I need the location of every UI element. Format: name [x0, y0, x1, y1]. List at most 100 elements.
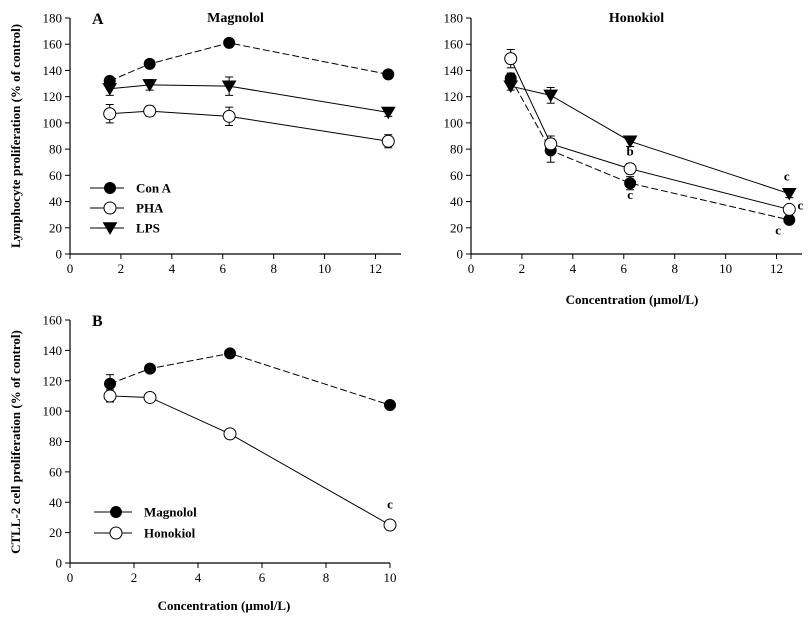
- data-point: [783, 213, 796, 226]
- y-tick-label: 0: [56, 556, 63, 571]
- x-tick-label: 2: [519, 261, 526, 276]
- chart-panel-2: 0 20 40 60 80 100 120 140 160 180 0 2 4 6 8 10 12 Honokio…: [444, 11, 804, 308]
- series-line: [109, 42, 389, 82]
- data-point: [143, 57, 156, 70]
- data-point: [781, 187, 797, 201]
- data-point: [383, 518, 397, 532]
- y-tick-label: 40: [450, 194, 463, 209]
- x-tick-label: 8: [671, 261, 678, 276]
- chart-panel-3: 0 20 40 60 80 100 120 140 160 0 2 4 6 8 10 B CTLL-2 cell…: [8, 313, 397, 613]
- x-tick-label: 8: [323, 570, 330, 585]
- data-point: [143, 390, 157, 404]
- data-point: [623, 162, 637, 176]
- y-tick-label: 60: [450, 168, 463, 183]
- legend-label: PHA: [136, 201, 164, 216]
- y-tick-label: 100: [43, 115, 63, 130]
- data-point: [103, 389, 117, 403]
- x-tick-label: 0: [67, 570, 74, 585]
- data-point: [504, 52, 518, 66]
- legend-marker: [109, 526, 123, 540]
- y-tick-label: 80: [49, 434, 62, 449]
- series-line: [109, 110, 389, 142]
- y-tick-label: 120: [444, 89, 464, 104]
- point-annotation: c: [387, 496, 393, 511]
- chart-title: Magnolol: [207, 11, 264, 26]
- data-point: [503, 80, 519, 94]
- x-tick-label: 0: [468, 261, 475, 276]
- data-point: [143, 104, 157, 118]
- x-tick-label: 12: [369, 261, 382, 276]
- y-tick-label: 60: [49, 464, 62, 479]
- data-point: [381, 134, 395, 148]
- point-annotation: c: [627, 187, 633, 202]
- y-axis-label: Lymphocyte proliferation (% of control): [8, 24, 23, 248]
- y-tick-label: 140: [43, 343, 63, 358]
- legend-label: Magnolol: [144, 505, 197, 520]
- x-tick-label: 4: [195, 570, 202, 585]
- x-tick-label: 8: [270, 261, 277, 276]
- data-point: [622, 135, 638, 149]
- series-honokiol: [103, 389, 397, 532]
- series-line: [510, 78, 790, 221]
- data-point: [382, 68, 395, 81]
- x-axis-label: Concentration (µmol/L): [158, 598, 291, 613]
- y-tick-label: 180: [43, 11, 63, 26]
- y-tick-label: 140: [43, 63, 63, 78]
- data-point: [624, 177, 637, 190]
- y-tick-label: 20: [49, 220, 62, 235]
- series-pha: [504, 48, 796, 216]
- panel-letter: B: [92, 313, 103, 330]
- legend: Con A PHA LPS: [90, 181, 172, 236]
- legend-label: Honokiol: [144, 526, 196, 541]
- y-tick-label: 120: [43, 89, 63, 104]
- y-tick-label: 80: [49, 142, 62, 157]
- x-tick-label: 2: [118, 261, 125, 276]
- data-point: [142, 79, 158, 92]
- x-tick-label: 2: [131, 570, 138, 585]
- data-point: [380, 106, 396, 120]
- y-tick-label: 0: [56, 247, 63, 262]
- data-point: [223, 427, 237, 441]
- chart-panel-1: 0 20 40 60 80 100 120 140 160 180 0 2 4 6 8 10 12 Magnolo…: [8, 11, 401, 276]
- y-tick-label: 20: [450, 220, 463, 235]
- x-tick-label: 4: [169, 261, 176, 276]
- y-tick-label: 180: [444, 11, 464, 26]
- y-axis-label: CTLL-2 cell proliferation (% of control): [8, 330, 23, 554]
- series-con-a: [103, 36, 395, 87]
- point-annotation: c: [797, 197, 803, 212]
- data-point: [222, 109, 236, 123]
- legend-marker: [103, 201, 117, 215]
- data-point: [224, 347, 236, 360]
- data-point: [782, 202, 796, 216]
- series-pha: [103, 104, 395, 149]
- chart-title: Honokiol: [609, 11, 664, 26]
- series-line: [510, 58, 790, 210]
- x-axis-label: Concentration (µmol/L): [566, 292, 699, 307]
- panel-letter: A: [92, 11, 104, 28]
- y-tick-label: 160: [43, 313, 63, 328]
- legend: Magnolol Honokiol: [94, 505, 197, 541]
- data-point: [384, 399, 396, 412]
- legend-label: Con A: [136, 181, 172, 196]
- series-lps: [503, 80, 797, 201]
- x-tick-label: 12: [770, 261, 783, 276]
- y-tick-label: 20: [49, 525, 62, 540]
- y-tick-label: 60: [49, 168, 62, 183]
- y-tick-label: 140: [444, 63, 464, 78]
- data-point: [104, 377, 116, 390]
- y-tick-label: 80: [450, 142, 463, 157]
- series-line: [109, 352, 391, 406]
- x-tick-label: 4: [570, 261, 577, 276]
- y-tick-label: 0: [457, 247, 464, 262]
- x-tick-label: 6: [621, 261, 628, 276]
- data-point: [544, 137, 558, 151]
- y-tick-label: 120: [43, 373, 63, 388]
- legend-label: LPS: [136, 221, 160, 236]
- point-annotation: c: [784, 169, 790, 184]
- data-point: [102, 83, 118, 96]
- y-tick-label: 100: [444, 115, 464, 130]
- legend-marker: [104, 182, 116, 194]
- x-tick-label: 10: [318, 261, 331, 276]
- series-line: [109, 395, 391, 526]
